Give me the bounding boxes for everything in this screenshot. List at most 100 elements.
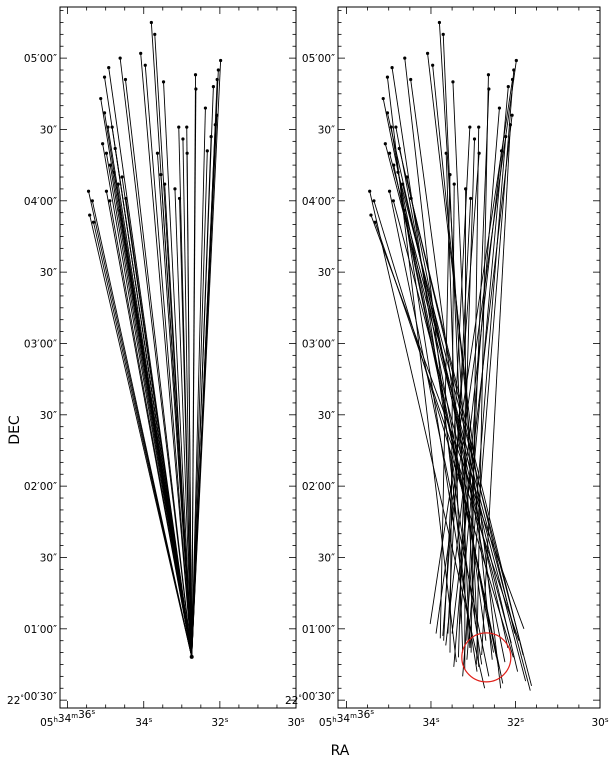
motion-track bbox=[481, 124, 511, 655]
source-point bbox=[441, 32, 445, 36]
motion-track bbox=[104, 77, 193, 657]
motion-track bbox=[186, 153, 193, 657]
source-point bbox=[369, 213, 373, 217]
source-point bbox=[444, 151, 448, 155]
motion-track bbox=[369, 191, 486, 689]
source-point bbox=[177, 125, 181, 129]
y-tick-label: 30″ bbox=[318, 267, 335, 279]
y-tick-label: 30″ bbox=[40, 410, 57, 422]
source-point bbox=[514, 58, 518, 63]
motion-track bbox=[403, 210, 497, 658]
motion-track bbox=[191, 89, 197, 657]
source-point bbox=[108, 199, 112, 203]
source-point bbox=[464, 187, 468, 191]
motion-track bbox=[391, 67, 483, 665]
y-tick-label: 30″ bbox=[318, 410, 335, 422]
y-tick-label: 30″ bbox=[40, 267, 57, 279]
motion-track bbox=[429, 79, 513, 625]
y-tick-label: 01′00″ bbox=[302, 624, 335, 636]
source-point bbox=[112, 170, 116, 174]
motion-track bbox=[427, 53, 502, 689]
source-point bbox=[123, 77, 128, 82]
y-tick-label: 05′00″ bbox=[302, 53, 335, 65]
motion-track bbox=[140, 53, 193, 657]
motion-track bbox=[119, 58, 193, 657]
motion-track bbox=[108, 67, 193, 657]
source-point bbox=[387, 189, 392, 193]
convergence-point bbox=[189, 654, 194, 659]
source-point bbox=[372, 199, 376, 203]
source-point bbox=[487, 87, 491, 91]
x-tick-label: 30s bbox=[591, 716, 608, 729]
source-point bbox=[99, 96, 103, 101]
y-tick-label: 30″ bbox=[40, 124, 57, 136]
source-point bbox=[86, 189, 91, 193]
source-point bbox=[181, 137, 185, 141]
motion-track bbox=[464, 188, 467, 670]
source-point bbox=[149, 20, 153, 25]
motion-track bbox=[466, 89, 490, 641]
source-point bbox=[104, 151, 109, 155]
motion-track bbox=[91, 200, 193, 657]
source-point bbox=[219, 58, 223, 63]
motion-track bbox=[404, 58, 472, 648]
source-point bbox=[451, 80, 455, 84]
motion-track bbox=[386, 77, 457, 663]
y-tick-label: 30″ bbox=[318, 124, 335, 136]
source-point bbox=[155, 151, 160, 155]
source-point bbox=[213, 123, 217, 127]
motion-track bbox=[163, 81, 193, 657]
motion-track bbox=[462, 136, 507, 677]
source-point bbox=[397, 146, 401, 151]
convergence-circle bbox=[461, 632, 512, 683]
motion-track bbox=[439, 174, 451, 639]
source-point bbox=[90, 199, 94, 203]
y-tick-label: 22°00′30″ bbox=[7, 691, 57, 707]
motion-track bbox=[435, 60, 517, 634]
y-tick-label: 04′00″ bbox=[302, 196, 335, 208]
source-point bbox=[185, 125, 189, 129]
source-point bbox=[486, 73, 491, 77]
source-point bbox=[153, 32, 157, 36]
motion-track bbox=[373, 200, 514, 658]
source-point bbox=[102, 111, 107, 115]
source-point bbox=[477, 151, 481, 155]
motion-track bbox=[410, 198, 524, 656]
source-point bbox=[368, 189, 372, 193]
source-point bbox=[118, 208, 122, 212]
motion-track bbox=[451, 115, 513, 634]
source-point bbox=[392, 163, 396, 167]
source-point bbox=[106, 125, 110, 129]
motion-track bbox=[447, 198, 472, 634]
source-point bbox=[163, 182, 167, 186]
motion-track bbox=[191, 108, 206, 657]
source-point bbox=[391, 199, 395, 203]
source-point bbox=[394, 125, 398, 129]
y-tick-label: 05′00″ bbox=[24, 53, 57, 65]
source-point bbox=[101, 142, 105, 146]
left-panel: 05h34m36s 34s 32s 30s 05′00″ 30″ 04′00″ 30″ 03′0… bbox=[7, 6, 305, 729]
source-point bbox=[452, 182, 456, 186]
source-point bbox=[401, 182, 405, 186]
source-point bbox=[448, 173, 452, 177]
source-point bbox=[390, 66, 394, 70]
x-tick-label: 34s bbox=[422, 716, 439, 729]
y-tick-label: 04′00″ bbox=[24, 196, 57, 208]
source-point bbox=[431, 63, 435, 67]
motion-track bbox=[144, 65, 193, 657]
source-point bbox=[405, 175, 409, 179]
motion-track bbox=[453, 108, 500, 667]
y-axis-label: DEC bbox=[7, 415, 23, 445]
source-point bbox=[159, 173, 163, 177]
y-tick-label: 03′00″ bbox=[24, 338, 57, 350]
x-tick-label: 30s bbox=[287, 716, 304, 729]
source-point bbox=[510, 113, 514, 117]
source-point bbox=[385, 75, 390, 79]
y-tick-label: 03′00″ bbox=[302, 338, 335, 350]
x-tick-label: 05h34m36s bbox=[319, 708, 374, 729]
motion-track bbox=[191, 150, 208, 657]
source-point bbox=[177, 196, 182, 201]
source-point bbox=[185, 151, 189, 155]
motion-track bbox=[125, 79, 193, 657]
